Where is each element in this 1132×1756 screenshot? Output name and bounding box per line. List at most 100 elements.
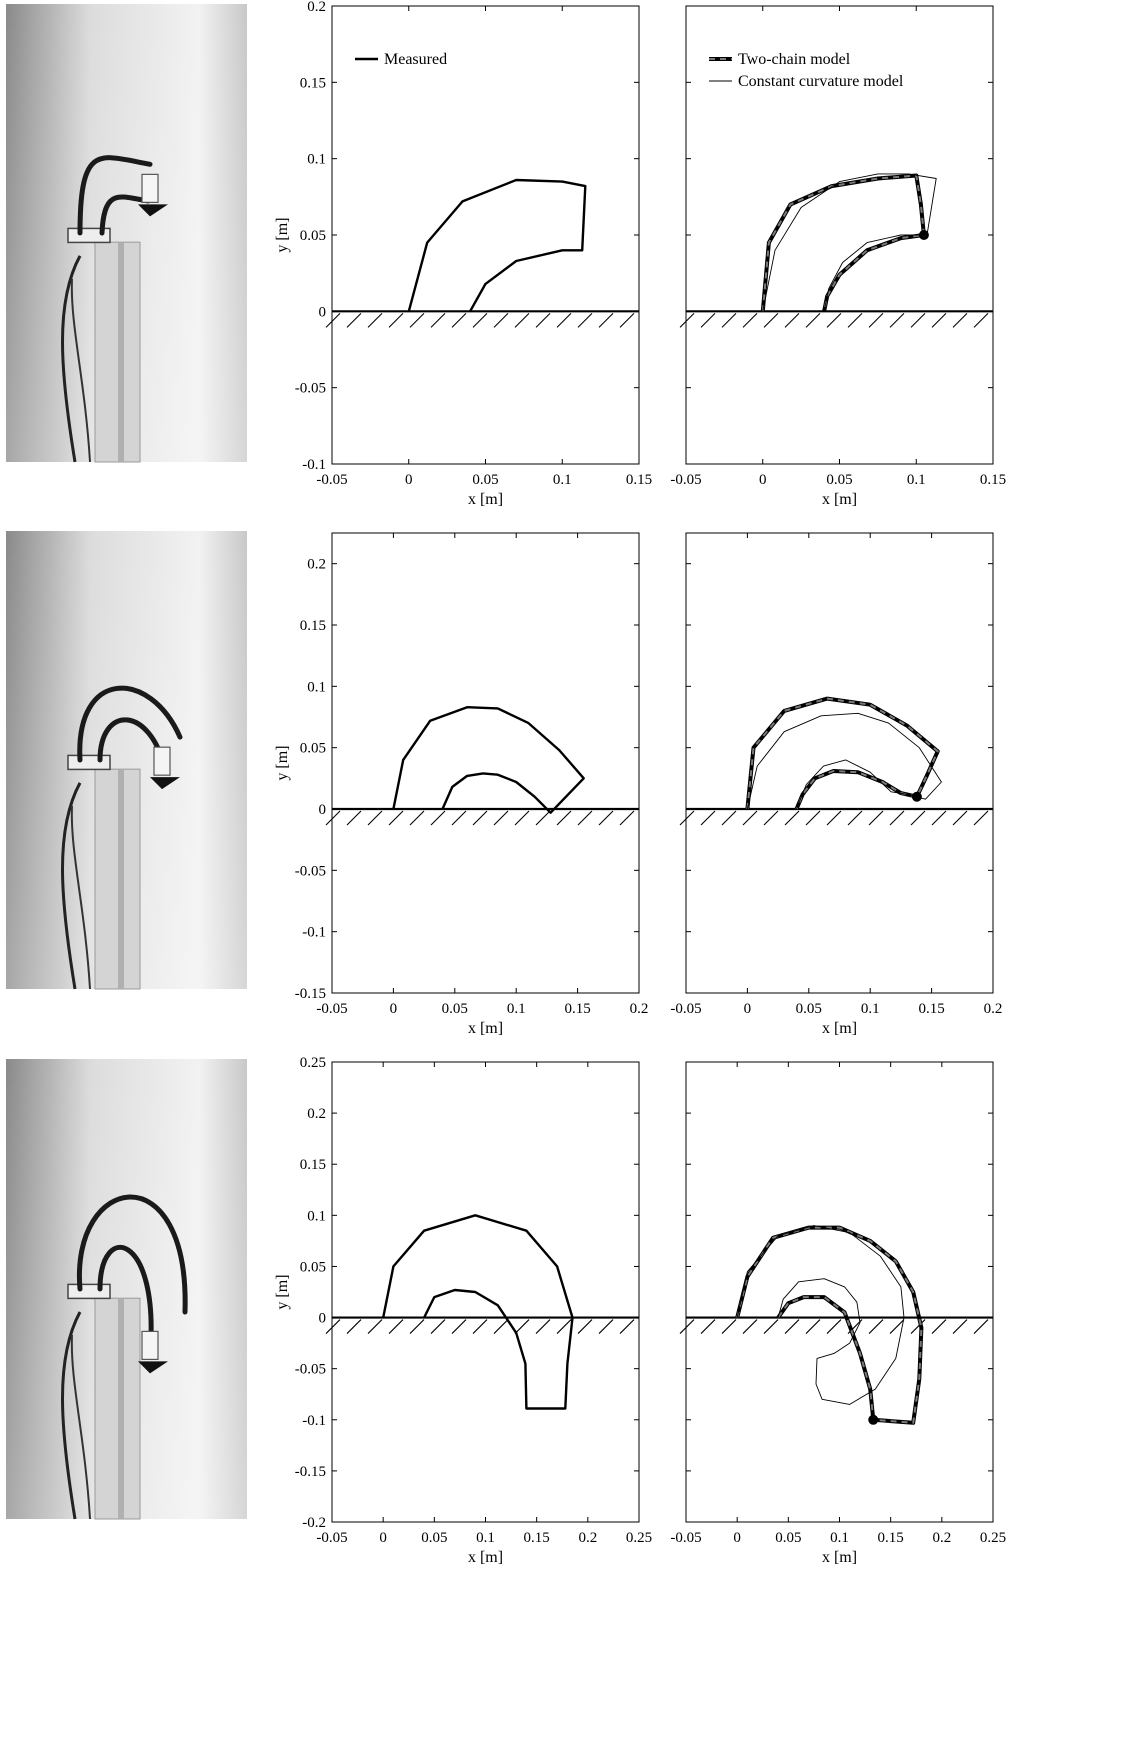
x-tick-label: -0.05 xyxy=(670,1001,701,1017)
mount-bracket xyxy=(67,754,111,771)
plot-frame xyxy=(685,532,994,994)
series-measured xyxy=(392,706,585,814)
ground-hatch xyxy=(346,810,362,826)
y-tick-label: 0.25 xyxy=(300,1055,326,1071)
series-two-chain-dash xyxy=(746,697,939,810)
x-tick-label: 0.05 xyxy=(472,472,498,488)
ground-hatch xyxy=(409,312,425,328)
y-tick-label: 0.05 xyxy=(300,228,326,244)
series-two-chain xyxy=(745,696,940,810)
x-tick-label: -0.05 xyxy=(316,472,347,488)
x-axis-label: x [m] xyxy=(468,1549,503,1566)
series-two-chain-dash xyxy=(761,174,925,312)
cable xyxy=(70,278,91,463)
y-tick-label: 0.05 xyxy=(300,741,326,757)
x-axis-label: x [m] xyxy=(822,1549,857,1566)
y-tick-label: 0.15 xyxy=(300,1157,326,1173)
ground-hatch xyxy=(514,810,530,826)
end-effector xyxy=(153,746,171,776)
ground-hatch xyxy=(784,1319,800,1334)
y-axis-label: y [m] xyxy=(274,1274,291,1309)
plot-panels: -0.05 0 0.05 0.1 0.15-0.1-0.0500.050.10.150.… xyxy=(274,0,1006,1566)
ground-hatch xyxy=(325,1319,341,1334)
tube-highlight xyxy=(118,1298,124,1519)
ground-hatch xyxy=(847,810,863,826)
gripper xyxy=(138,204,168,217)
series-two-chain xyxy=(735,1225,924,1425)
ground-hatch xyxy=(742,1319,758,1334)
x-tick-label: 0.15 xyxy=(878,1530,904,1546)
ground-hatch xyxy=(910,1319,926,1334)
x-axis-label: x [m] xyxy=(468,1020,503,1037)
y-tick-label: -0.1 xyxy=(302,457,326,473)
ground-hatch xyxy=(598,312,614,328)
y-tick-label: 0.2 xyxy=(307,1106,326,1122)
ground-hatch xyxy=(619,810,635,826)
x-axis-label: x [m] xyxy=(822,491,857,508)
chart-panel-2-models: -0.05 0 0.05 0.1 0.15 0.2 x [m] xyxy=(670,532,1002,1037)
x-tick-label: 0 xyxy=(759,472,767,488)
y-tick-label: -0.05 xyxy=(295,1362,326,1378)
ground-hatch xyxy=(346,1319,362,1334)
chart-panel-1-models: -0.05 0 0.05 0.1 0.15 x [m] Two-chain model Con… xyxy=(670,5,1006,508)
ground-hatch xyxy=(700,810,716,826)
cable xyxy=(61,1311,82,1520)
y-tick-label: 0 xyxy=(319,1311,327,1327)
ground-hatch xyxy=(388,312,404,328)
y-tick-label: 0.1 xyxy=(307,1208,326,1224)
x-tick-label: 0.1 xyxy=(907,472,926,488)
x-tick-label: 0.2 xyxy=(578,1530,597,1546)
support-tube xyxy=(94,768,141,990)
ground-hatch xyxy=(367,1319,383,1334)
y-tick-label: 0.1 xyxy=(307,679,326,695)
series-measured xyxy=(407,178,587,312)
ground-hatch xyxy=(451,810,467,826)
photo-row-1 xyxy=(6,4,247,463)
chart-panel-3-models: -0.05 0 0.05 0.1 0.15 0.2 0.25 x [m] xyxy=(670,1061,1006,1566)
y-tick-label: 0.1 xyxy=(307,152,326,168)
photo-column xyxy=(6,4,247,1520)
x-tick-label: 0 xyxy=(390,1001,398,1017)
ground-hatch xyxy=(388,1319,404,1334)
y-tick-label: -0.2 xyxy=(302,1515,326,1531)
ground-hatch xyxy=(493,312,509,328)
ground-hatch xyxy=(700,1319,716,1334)
ground-hatch xyxy=(535,810,551,826)
x-tick-label: 0.15 xyxy=(918,1001,944,1017)
plot-frame xyxy=(331,1061,640,1523)
legend-label-constant-curvature: Constant curvature model xyxy=(738,73,904,90)
ground-hatch xyxy=(952,1319,968,1334)
series-two-chain-dash xyxy=(736,1226,923,1424)
photo-row-3 xyxy=(6,1059,247,1520)
ground-hatch xyxy=(721,810,737,826)
y-tick-label: 0.15 xyxy=(300,618,326,634)
x-tick-label: 0.05 xyxy=(421,1530,447,1546)
ground-hatch xyxy=(847,312,863,328)
x-axis-label: x [m] xyxy=(468,491,503,508)
ground-hatch xyxy=(742,312,758,328)
series-measured xyxy=(382,1214,574,1410)
x-tick-label: 0.15 xyxy=(980,472,1006,488)
y-tick-label: 0 xyxy=(319,304,327,320)
x-tick-label: 0.25 xyxy=(626,1530,652,1546)
ground-hatch xyxy=(763,810,779,826)
ground-hatch xyxy=(826,810,842,826)
x-tick-label: -0.05 xyxy=(316,1001,347,1017)
ground-hatch xyxy=(451,1319,467,1334)
y-tick-label: -0.1 xyxy=(302,1413,326,1429)
series-constant-curvature xyxy=(746,712,942,810)
ground-hatch xyxy=(514,1319,530,1334)
ground-hatch xyxy=(430,810,446,826)
ground-hatch xyxy=(493,1319,509,1334)
support-tube xyxy=(94,241,141,463)
x-tick-label: 0.05 xyxy=(442,1001,468,1017)
ground-hatch xyxy=(472,810,488,826)
ground-hatch xyxy=(889,312,905,328)
x-tick-label: 0.15 xyxy=(524,1530,550,1546)
ground-hatch xyxy=(868,312,884,328)
y-tick-label: -0.05 xyxy=(295,381,326,397)
mount-bracket xyxy=(67,1283,111,1300)
x-axis-label: x [m] xyxy=(822,1020,857,1037)
ground-hatch xyxy=(556,1319,572,1334)
cable xyxy=(61,782,82,990)
